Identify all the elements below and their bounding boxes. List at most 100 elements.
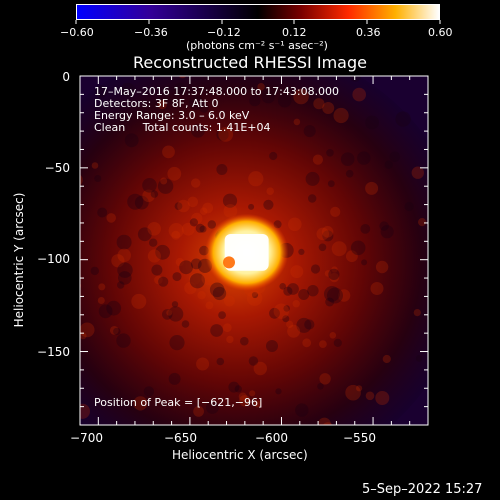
heatmap-texture xyxy=(331,266,338,273)
x-axis-label: Heliocentric X (arcsec) xyxy=(172,448,308,462)
heatmap-texture xyxy=(222,193,238,208)
colorbar-tick-5: 0.60 xyxy=(428,26,453,39)
heatmap-texture xyxy=(357,151,371,165)
heatmap-texture xyxy=(80,174,83,186)
heatmap-texture xyxy=(98,283,106,291)
heatmap-texture xyxy=(109,326,119,335)
heatmap-texture xyxy=(207,40,221,54)
heatmap-texture xyxy=(197,291,206,300)
heatmap-texture xyxy=(305,171,320,186)
heatmap-texture xyxy=(325,297,335,307)
heatmap-texture xyxy=(322,230,334,242)
heatmap-texture xyxy=(321,226,334,238)
heatmap-texture xyxy=(238,392,247,401)
heatmap-texture xyxy=(324,286,340,302)
heatmap-texture xyxy=(226,335,234,344)
heatmap-texture xyxy=(237,440,243,446)
annotation-time: 17–May–2016 17:37:48.000 to 17:43:08.000 xyxy=(94,85,340,98)
heatmap-texture xyxy=(375,260,389,274)
heatmap-texture xyxy=(199,103,209,113)
heatmap-texture xyxy=(142,189,155,203)
heatmap-texture xyxy=(106,300,122,316)
annotation-energy: Energy Range: 3.0 – 6.0 keV xyxy=(94,109,250,122)
heatmap-texture xyxy=(147,249,161,263)
heatmap-texture xyxy=(365,391,375,401)
heatmap-texture xyxy=(190,258,202,270)
heatmap-texture xyxy=(189,273,205,289)
heatmap-texture xyxy=(222,323,232,333)
heatmap-texture xyxy=(106,213,116,223)
heatmap-texture xyxy=(302,338,312,348)
y-tick-label: −50 xyxy=(44,161,70,175)
plot-frame xyxy=(79,75,429,426)
heatmap-texture xyxy=(142,178,157,193)
heatmap-texture xyxy=(209,478,219,488)
colorbar-units: (photons cm⁻² s⁻¹ asec⁻²) xyxy=(186,39,328,52)
heatmap-texture xyxy=(345,169,354,178)
heatmap-texture xyxy=(333,338,342,347)
heatmap-texture xyxy=(48,331,58,341)
heatmap-texture xyxy=(251,291,259,299)
heatmap-texture xyxy=(307,285,319,297)
heatmap-texture xyxy=(296,463,310,477)
heatmap-texture xyxy=(178,76,187,79)
heatmap-texture xyxy=(352,87,367,102)
heatmap-texture xyxy=(266,340,278,352)
heatmap-texture xyxy=(95,85,108,98)
heatmap-texture xyxy=(263,199,274,210)
heatmap-texture xyxy=(309,442,320,453)
x-tick-label: −550 xyxy=(343,431,376,445)
heatmap-texture xyxy=(56,281,72,297)
heatmap-texture xyxy=(346,250,358,263)
heatmap-texture xyxy=(202,202,214,214)
heatmap-texture xyxy=(247,464,255,472)
heatmap-texture xyxy=(239,395,251,407)
heatmap-texture xyxy=(254,400,262,408)
heatmap-texture xyxy=(249,390,256,397)
axis-ticks xyxy=(79,75,429,426)
heatmap-texture xyxy=(127,193,144,210)
heatmap-texture xyxy=(437,217,445,225)
heatmap-texture xyxy=(283,286,293,296)
heatmap-texture xyxy=(113,327,121,336)
heatmap-texture xyxy=(118,271,132,285)
heatmap-texture xyxy=(288,217,302,232)
heatmap-source-core xyxy=(224,233,269,271)
heatmap-texture xyxy=(174,202,183,211)
heatmap-texture xyxy=(298,248,305,255)
heatmap-texture xyxy=(194,468,210,484)
heatmap-texture xyxy=(174,82,186,95)
heatmap-texture xyxy=(37,211,49,223)
heatmap-texture xyxy=(124,133,139,148)
heatmap-texture xyxy=(298,289,310,300)
heatmap-texture xyxy=(324,270,332,277)
heatmap-texture xyxy=(188,95,204,110)
heatmap-texture xyxy=(216,164,228,175)
plot-timestamp: 5–Sep–2022 15:27 xyxy=(362,482,483,497)
heatmap-texture xyxy=(331,241,347,257)
heatmap-texture xyxy=(181,320,190,328)
heatmap-texture xyxy=(160,456,170,466)
heatmap-texture xyxy=(318,243,327,252)
heatmap-texture xyxy=(458,263,466,271)
heatmap-texture xyxy=(97,207,108,218)
heatmap-texture xyxy=(382,354,391,364)
heatmap-texture xyxy=(133,396,148,411)
heatmap-texture xyxy=(67,380,80,393)
heatmap-texture xyxy=(327,180,335,188)
heatmap-texture xyxy=(248,356,259,366)
heatmap-texture xyxy=(303,125,316,138)
heatmap-texture xyxy=(155,244,171,260)
heatmap-texture xyxy=(111,254,125,268)
heatmap-texture xyxy=(195,223,205,233)
heatmap-texture xyxy=(337,289,351,302)
heatmap-texture xyxy=(134,195,149,210)
heatmap-texture xyxy=(149,238,158,247)
heatmap-texture xyxy=(172,272,182,282)
heatmap-texture xyxy=(168,223,184,239)
heatmap-texture xyxy=(317,417,331,425)
heatmap-texture xyxy=(201,271,216,286)
heatmap-texture xyxy=(184,57,197,70)
heatmap-texture xyxy=(316,227,330,241)
heatmap-texture xyxy=(322,422,333,425)
